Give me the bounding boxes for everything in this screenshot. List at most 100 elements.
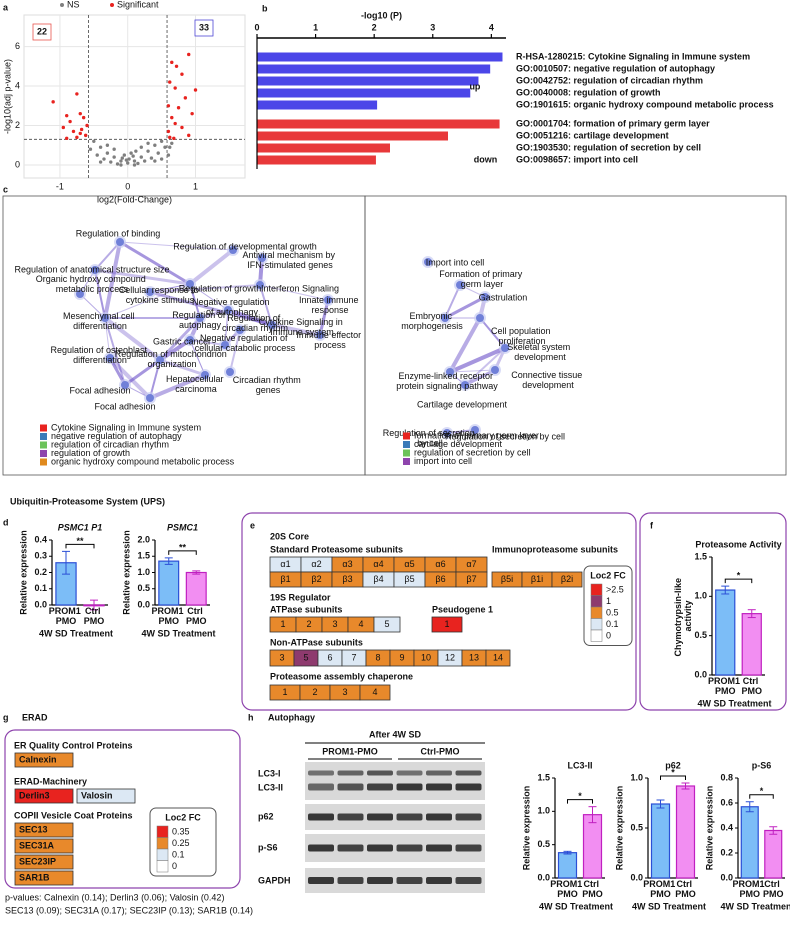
blot-band (308, 770, 334, 776)
point (168, 80, 172, 84)
subunit-label: 5 (303, 652, 308, 662)
series-label: up (469, 81, 480, 91)
y-tick-label: 0.0 (137, 599, 150, 609)
legend-label: 0.1 (606, 619, 619, 629)
point (168, 135, 172, 140)
subunit-cell (373, 616, 401, 633)
category-label: GO:1901615: organic hydroxy compound met… (516, 99, 774, 109)
point (127, 157, 131, 161)
bar (257, 100, 378, 110)
point (68, 119, 72, 124)
panel-letter: b (262, 3, 268, 13)
network-edge (158, 316, 202, 362)
x-tick-label: 4 (489, 22, 494, 32)
x-tick-label: 1 (313, 22, 318, 32)
protein-cell (14, 752, 74, 768)
network-node (268, 321, 276, 329)
subunit-cell (551, 571, 583, 588)
bar (715, 589, 736, 676)
legend-swatch (590, 629, 603, 642)
blot-band (455, 844, 482, 852)
bar (257, 131, 448, 141)
network-edge (94, 268, 191, 286)
bar (185, 571, 207, 606)
legend-swatch (403, 432, 410, 440)
network-edge (94, 241, 121, 271)
subunit-cell (359, 684, 391, 701)
blot-band (455, 770, 482, 776)
point (183, 96, 188, 100)
blot-band (396, 783, 423, 791)
node-label: Cartilage development (417, 399, 508, 409)
network-node (226, 368, 234, 376)
y-tick-label: 2.0 (137, 534, 150, 544)
section-title: Ubiquitin-Proteasome System (UPS) (10, 496, 165, 506)
blot-band (367, 844, 393, 852)
network-node (456, 281, 464, 289)
legend-label: 0 (172, 861, 177, 871)
point (170, 60, 174, 65)
panel-letter: a (3, 2, 9, 12)
legend-swatch (156, 837, 169, 850)
node-label: Regulation of osteoblast differentiation (50, 345, 149, 365)
x-tick-label: 1 (193, 181, 198, 191)
protein-cell (76, 788, 136, 804)
y-tick-label: 0.5 (537, 839, 550, 849)
subunit-label: 14 (493, 652, 503, 662)
point (139, 145, 143, 149)
point (153, 159, 157, 163)
y-tick-label: 0.0 (694, 669, 707, 679)
panel-letter: f (650, 520, 654, 530)
node-label: Cellular response to cytokine stimulus (119, 285, 202, 305)
point (92, 139, 96, 143)
series-label: down (474, 154, 498, 164)
y-tick-label: 1.0 (537, 806, 550, 816)
node-label: Enzyme-linked receptor protein signaling… (396, 371, 498, 391)
node-label: Gastric cancer (153, 336, 211, 346)
x-tick-label: -1 (56, 181, 64, 191)
network-node (91, 266, 99, 274)
blot-band (367, 783, 393, 791)
node-label: Regulation of secretion by cell (383, 428, 478, 448)
group-title: 20S Core (270, 531, 309, 541)
protein-cell (14, 854, 74, 870)
node-label: Regulation of mitochondrion organization (115, 349, 230, 369)
blot-band (455, 783, 482, 791)
y-tick-label: 0.6 (720, 797, 733, 807)
x-tick-label: Ctrl PMO (763, 879, 784, 899)
blot-band (308, 813, 334, 821)
node-label: Interferon Signaling (261, 283, 339, 293)
section-title: ERAD (22, 712, 48, 722)
legend-label: Significant (117, 0, 159, 9)
point (79, 127, 84, 132)
blot-band (426, 783, 452, 791)
y-tick-label: 0.2 (720, 847, 733, 857)
x-tick-label: Ctrl PMO (675, 879, 696, 899)
network-node (156, 356, 164, 364)
category-label: GO:0001704: formation of primary germ la… (516, 118, 710, 128)
network-edge (444, 295, 486, 320)
y-tick-label: 0.8 (720, 772, 733, 782)
group-subtitle: Non-ATPase subunits (270, 637, 363, 647)
category-label: GO:0051216: cartilage development (516, 130, 669, 140)
point (168, 145, 172, 149)
legend-label: 0.5 (606, 607, 619, 617)
point (71, 129, 76, 134)
y-tick-label: 1.0 (137, 567, 150, 577)
blot-strip (305, 762, 485, 800)
blot-band (367, 770, 393, 776)
x-axis-title: 4W SD Treatment (720, 901, 790, 911)
legend-swatch (40, 458, 47, 466)
network-node (316, 331, 324, 339)
y-tick-label: 0.0 (34, 599, 47, 609)
y-axis-title: Relative expression (121, 530, 131, 615)
bar (257, 76, 479, 86)
protein-label: SAR1B (19, 872, 50, 882)
network-node (224, 306, 232, 314)
blot-band (337, 770, 364, 776)
point (129, 151, 133, 155)
point (65, 136, 69, 141)
significance-bracket (660, 775, 686, 780)
subunit-label: β3 (342, 574, 352, 584)
point (88, 147, 93, 151)
